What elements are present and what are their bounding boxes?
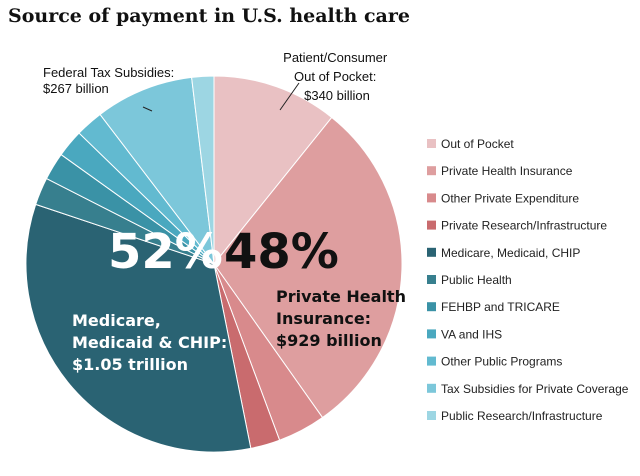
federal-tax-callout: Federal Tax Subsidies: $267 billion xyxy=(43,65,178,96)
legend-swatch xyxy=(427,383,436,393)
legend-label: Medicare, Medicaid, CHIP xyxy=(441,246,580,260)
legend-swatch xyxy=(427,247,436,257)
pie-slices xyxy=(25,75,403,453)
patient-leader-line xyxy=(279,82,300,111)
legend: Out of Pocket Private Health Insurance Oth… xyxy=(427,137,629,423)
private-insurance-label-line: $929 billion xyxy=(276,331,382,350)
legend-label: Out of Pocket xyxy=(441,137,514,151)
patient-callout: Patient/Consumer Out of Pocket: $340 bil… xyxy=(283,50,391,103)
callout-leader-lines xyxy=(142,82,300,112)
pie-slice xyxy=(213,75,333,266)
patient-callout-line: Out of Pocket: xyxy=(294,69,376,84)
legend-swatch xyxy=(427,275,436,284)
medicare-label-line: Medicare, xyxy=(72,311,161,330)
legend-swatch xyxy=(427,302,436,312)
legend-label: Public Health xyxy=(441,273,512,287)
federal-tax-callout-line: Federal Tax Subsidies: xyxy=(43,65,174,80)
legend-swatch xyxy=(427,329,436,339)
private-insurance-label-line: Private Health xyxy=(276,287,406,306)
private-share-label: 48% xyxy=(224,224,339,280)
legend-swatch xyxy=(427,139,436,148)
legend-label: Private Health Insurance xyxy=(441,164,573,178)
legend-label: Public Research/Infrastructure xyxy=(441,409,603,423)
pie-slice xyxy=(213,116,403,419)
legend-label: Tax Subsidies for Private Coverage xyxy=(441,382,629,396)
federal-tax-callout-line: $267 billion xyxy=(43,81,109,96)
public-share-label: 52% xyxy=(108,224,223,280)
pie-slice xyxy=(25,203,252,453)
legend-label: VA and IHS xyxy=(441,327,502,341)
legend-swatch xyxy=(427,356,436,366)
federal-leader-line xyxy=(142,106,153,112)
patient-callout-line: $340 billion xyxy=(304,88,370,103)
private-insurance-label-line: Insurance: xyxy=(276,309,371,328)
medicare-label: Medicare, Medicaid & CHIP: $1.05 trillio… xyxy=(72,311,233,374)
medicare-label-line: Medicaid & CHIP: xyxy=(72,333,227,352)
pie-slice xyxy=(191,75,215,265)
pie-slice xyxy=(99,76,215,266)
chart-title: Source of payment in U.S. health care xyxy=(8,5,410,27)
legend-label: FEHBP and TRICARE xyxy=(441,300,560,314)
legend-label: Other Public Programs xyxy=(441,355,562,369)
legend-swatch xyxy=(427,220,436,230)
legend-label: Private Research/Infrastructure xyxy=(441,219,607,233)
legend-label: Other Private Expenditure xyxy=(441,191,579,205)
patient-callout-line: Patient/Consumer xyxy=(283,50,388,65)
private-insurance-label: Private Health Insurance: $929 billion xyxy=(276,287,412,350)
legend-swatch xyxy=(427,411,436,420)
medicare-label-line: $1.05 trillion xyxy=(72,355,188,374)
legend-swatch xyxy=(427,166,436,176)
pie-labels: 52% 48% Federal Tax Subsidies: $267 bill… xyxy=(43,50,412,374)
legend-swatch xyxy=(427,193,436,203)
